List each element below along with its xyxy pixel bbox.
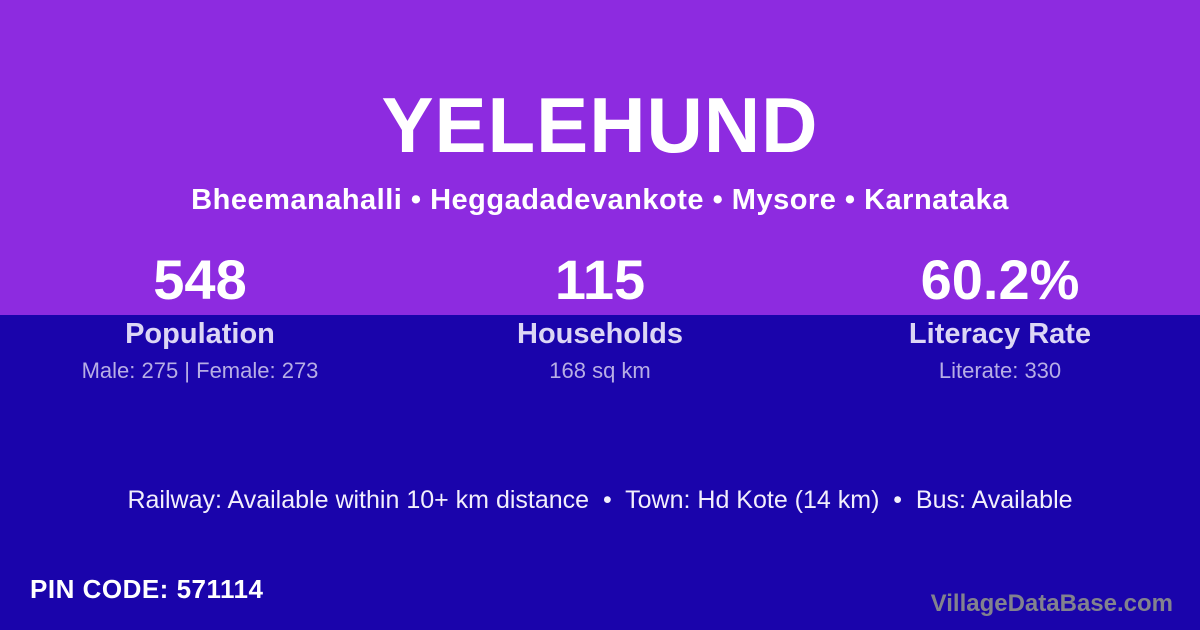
- stat-literacy-rate: 60.2% Literacy Rate Literate: 330: [800, 245, 1200, 383]
- village-name-title: YELEHUND: [381, 81, 819, 169]
- watermark-brand: VillageDataBase.com: [930, 590, 1173, 617]
- stats-row: 548 Population Male: 275 | Female: 273 1…: [0, 245, 1200, 383]
- literacy-rate-value: 60.2%: [920, 248, 1080, 311]
- literacy-rate-label: Literacy Rate: [908, 318, 1092, 350]
- population-value: 548: [153, 248, 247, 311]
- population-gender-detail: Male: 275 | Female: 273: [81, 358, 319, 383]
- population-label: Population: [125, 318, 275, 350]
- households-value: 115: [554, 248, 646, 311]
- location-breadcrumb: Bheemanahalli • Heggadadevankote • Mysor…: [191, 184, 1009, 216]
- literate-count-detail: Literate: 330: [938, 358, 1062, 383]
- stat-population: 548 Population Male: 275 | Female: 273: [0, 245, 400, 383]
- stat-households: 115 Households 168 sq km: [400, 245, 800, 383]
- pin-code: PIN CODE: 571114: [30, 574, 264, 604]
- area-detail: 168 sq km: [549, 358, 651, 383]
- households-label: Households: [517, 318, 683, 350]
- transport-availability-line: Railway: Available within 10+ km distanc…: [127, 486, 1073, 514]
